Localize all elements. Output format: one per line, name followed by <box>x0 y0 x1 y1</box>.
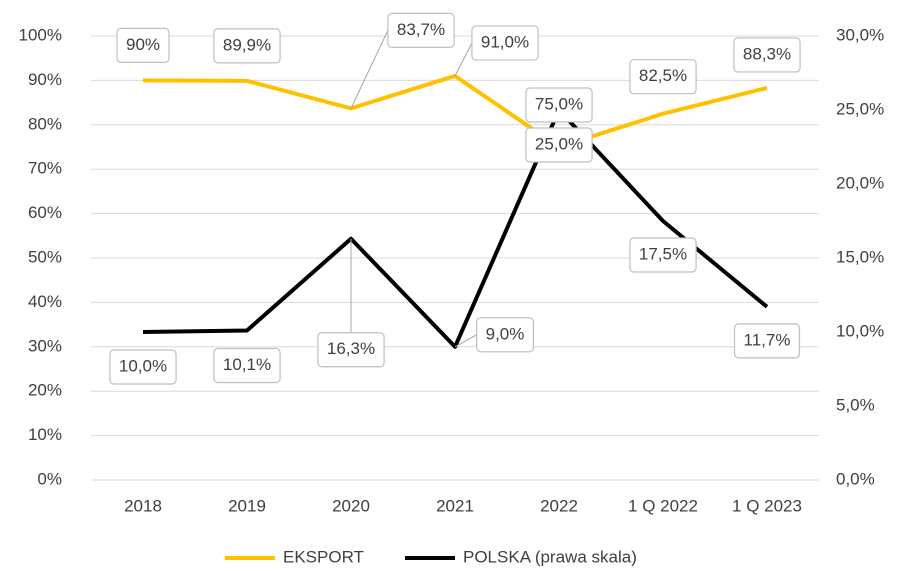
y2-tick-label: 25,0% <box>836 99 884 118</box>
data-label-text: 82,5% <box>639 66 687 85</box>
label-box <box>476 317 534 353</box>
x-tick-label: 2019 <box>228 496 266 515</box>
y2-tick-label: 15,0% <box>836 247 884 266</box>
x-tick-label: 2018 <box>124 496 162 515</box>
label-box <box>116 27 170 63</box>
x-tick-label: 2022 <box>540 496 578 515</box>
legend-label: EKSPORT <box>283 547 364 566</box>
data-label: 88,3% <box>733 37 801 73</box>
data-label-text: 89,9% <box>223 35 271 54</box>
y-tick-label: 100% <box>19 25 62 44</box>
leader-line <box>350 30 389 109</box>
y2-tick-label: 5,0% <box>836 395 875 414</box>
data-label: 89,9% <box>213 28 281 64</box>
label-box <box>525 127 593 163</box>
data-label: 75,0% <box>525 87 593 123</box>
label-box <box>629 237 697 273</box>
x-tick-label: 2021 <box>436 496 474 515</box>
label-box <box>629 59 697 95</box>
y-tick-label: 20% <box>28 381 62 400</box>
y-tick-label: 60% <box>28 203 62 222</box>
data-label-text: 10,1% <box>223 355 271 374</box>
label-box <box>387 12 455 48</box>
label-box <box>471 25 539 61</box>
x-tick-label: 2020 <box>332 496 370 515</box>
label-box <box>317 332 385 368</box>
y2-tick-label: 10,0% <box>836 321 884 340</box>
data-label-text: 88,3% <box>743 44 791 63</box>
data-label-text: 11,7% <box>744 330 791 349</box>
legend-label: POLSKA (prawa skala) <box>463 547 637 566</box>
data-label: 82,5% <box>629 59 697 95</box>
label-box <box>525 87 593 123</box>
data-label-text: 16,3% <box>327 339 375 358</box>
data-label: 25,0% <box>525 127 593 163</box>
data-label-text: 91,0% <box>481 32 529 51</box>
data-label: 91,0% <box>471 25 539 61</box>
data-label: 11,7% <box>733 323 801 359</box>
x-tick-label: 1 Q 2023 <box>732 496 802 515</box>
data-label: 10,0% <box>109 349 177 385</box>
y-tick-label: 80% <box>28 114 62 133</box>
y2-tick-label: 0,0% <box>836 469 875 488</box>
data-label-text: 17,5% <box>639 244 687 263</box>
label-box <box>733 37 801 73</box>
data-label-text: 9,0% <box>486 324 525 343</box>
data-label: 9,0% <box>476 317 534 353</box>
y-tick-label: 70% <box>28 159 62 178</box>
data-label: 83,7% <box>387 12 455 48</box>
label-box <box>213 28 281 64</box>
y-tick-label: 0% <box>37 469 62 488</box>
x-tick-label: 1 Q 2022 <box>628 496 698 515</box>
data-label-text: 10,0% <box>119 356 167 375</box>
y2-tick-label: 30,0% <box>836 25 884 44</box>
data-label-text: 83,7% <box>397 20 445 39</box>
leader-line <box>454 42 473 77</box>
label-box <box>109 349 177 385</box>
label-box <box>213 347 281 384</box>
y2-tick-label: 20,0% <box>836 173 884 192</box>
y-tick-label: 10% <box>28 425 62 444</box>
y-tick-label: 90% <box>28 70 62 89</box>
label-box <box>733 323 801 359</box>
y-tick-label: 30% <box>28 336 62 355</box>
data-label: 17,5% <box>629 237 697 273</box>
series-line <box>142 108 769 349</box>
data-label: 10,1% <box>213 347 281 384</box>
data-label: 90% <box>116 27 170 63</box>
data-label-text: 25,0% <box>535 134 583 153</box>
data-label-text: 90% <box>126 35 160 54</box>
data-label: 16,3% <box>317 332 385 368</box>
data-label-text: 75,0% <box>535 94 583 113</box>
y-tick-label: 50% <box>28 247 62 266</box>
leader-line <box>454 334 477 348</box>
y-tick-label: 40% <box>28 292 62 311</box>
